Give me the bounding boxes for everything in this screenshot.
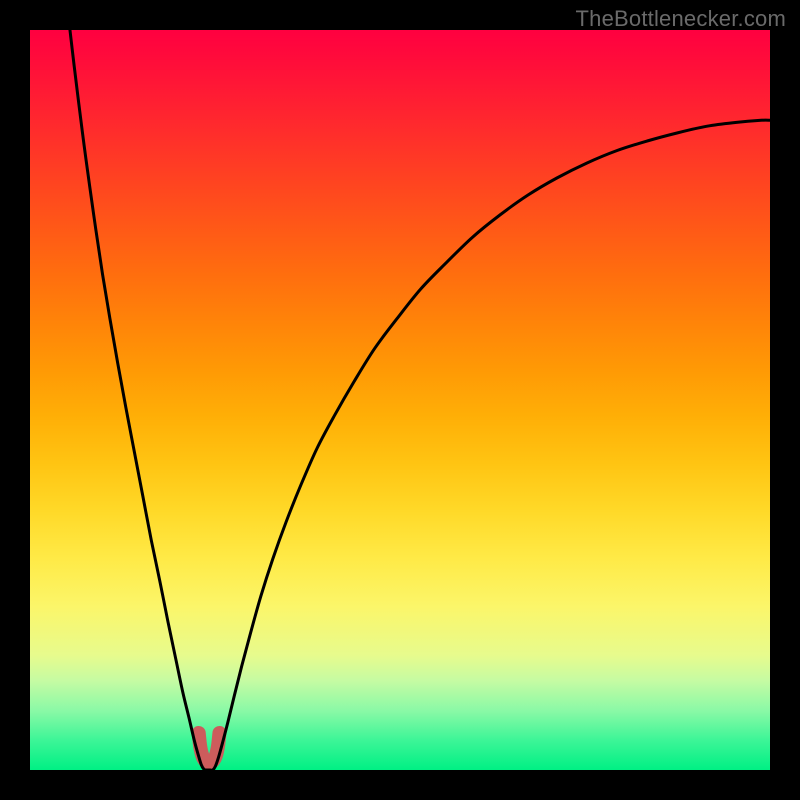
plot-background xyxy=(30,30,770,770)
bottleneck-curve-chart xyxy=(0,0,800,800)
chart-frame: TheBottlenecker.com xyxy=(0,0,800,800)
watermark-label: TheBottlenecker.com xyxy=(576,6,786,32)
